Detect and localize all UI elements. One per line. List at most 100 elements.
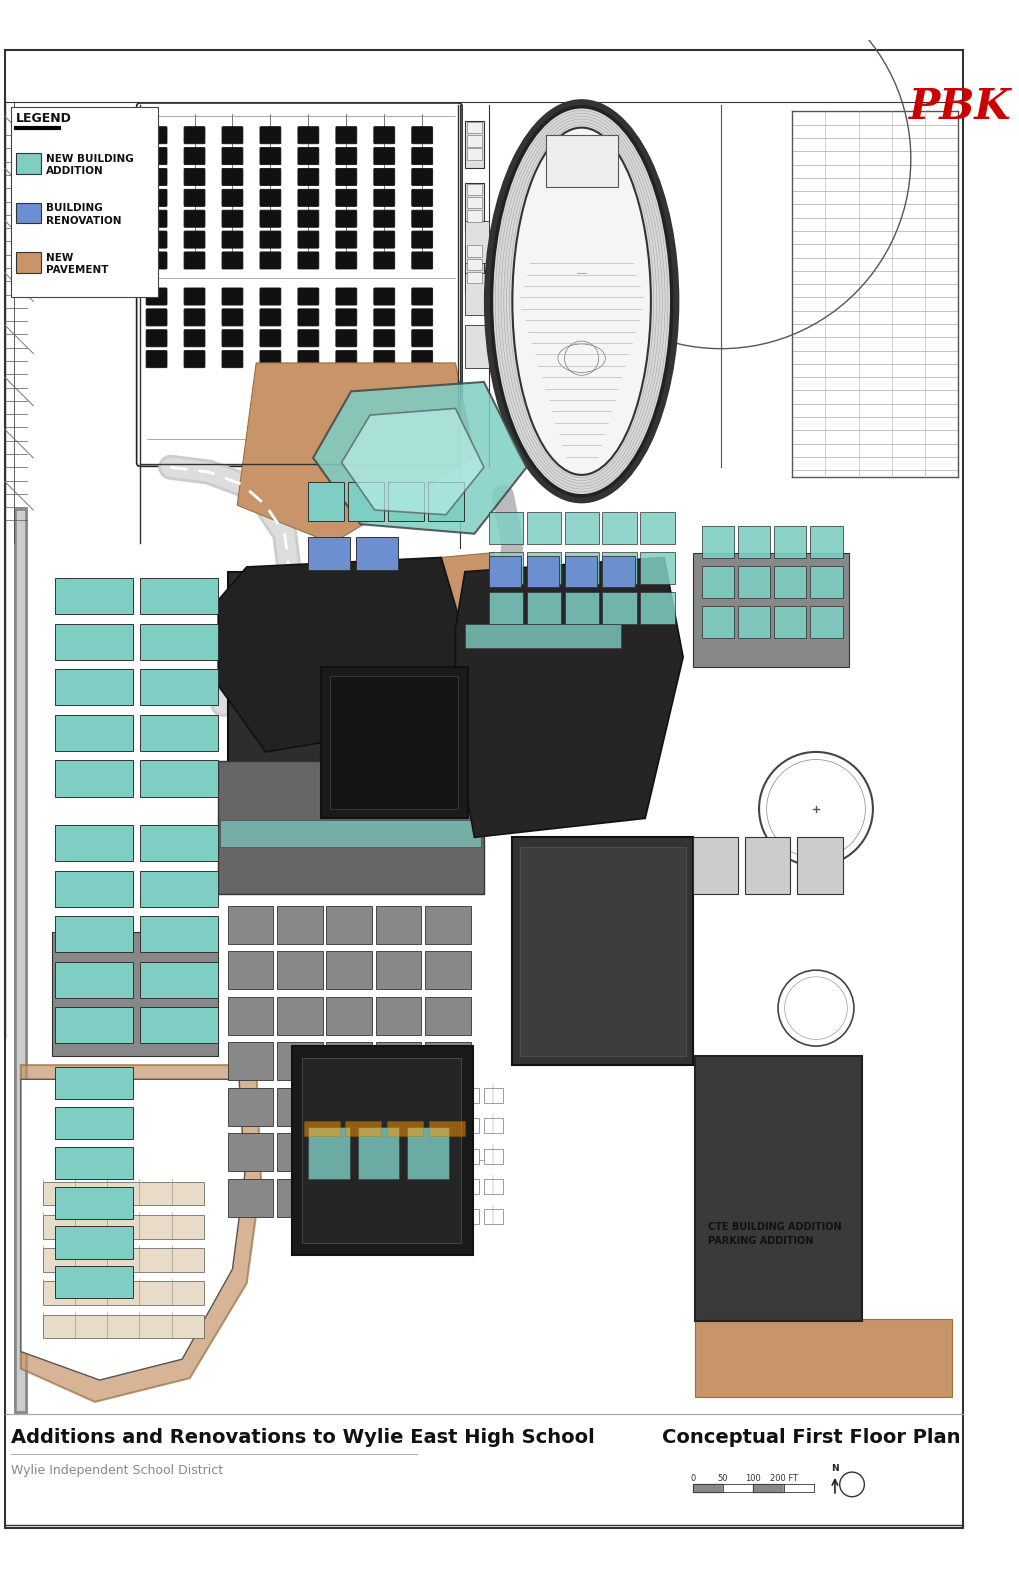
Bar [326, 906, 372, 944]
Bar [341, 1119, 360, 1133]
Bar [738, 526, 769, 558]
FancyBboxPatch shape [222, 309, 243, 326]
Bar [436, 1149, 455, 1163]
Text: PBK: PBK [908, 85, 1011, 128]
Bar [341, 1087, 360, 1103]
Ellipse shape [491, 107, 672, 496]
Bar [308, 482, 344, 522]
Bar [308, 536, 350, 571]
Text: ADDITION: ADDITION [46, 167, 103, 177]
FancyBboxPatch shape [146, 126, 167, 143]
Bar [227, 996, 273, 1035]
Bar [345, 1121, 381, 1136]
Text: NEW: NEW [46, 252, 72, 263]
Bar [413, 1179, 431, 1195]
Bar [809, 526, 842, 558]
FancyBboxPatch shape [298, 189, 319, 206]
Bar [465, 183, 483, 230]
Bar [388, 1087, 408, 1103]
Bar [701, 566, 734, 599]
Bar [465, 244, 483, 292]
Bar [526, 512, 560, 544]
Text: RENOVATION: RENOVATION [46, 216, 121, 225]
FancyBboxPatch shape [260, 232, 280, 247]
FancyBboxPatch shape [335, 189, 357, 206]
FancyBboxPatch shape [298, 329, 319, 347]
FancyBboxPatch shape [298, 350, 319, 367]
Bar [55, 824, 132, 860]
Bar [141, 1007, 218, 1043]
Bar [545, 136, 618, 188]
Bar [640, 552, 674, 585]
FancyBboxPatch shape [374, 350, 394, 367]
Polygon shape [313, 381, 526, 534]
FancyBboxPatch shape [374, 210, 394, 227]
Bar [809, 605, 842, 638]
Polygon shape [341, 408, 483, 515]
FancyBboxPatch shape [146, 189, 167, 206]
Text: 50: 50 [717, 1474, 728, 1483]
Bar [773, 526, 806, 558]
Bar [467, 121, 482, 134]
Bar [55, 578, 132, 615]
Bar [52, 933, 218, 1056]
Bar [738, 566, 769, 599]
FancyBboxPatch shape [298, 309, 319, 326]
Bar [436, 1179, 455, 1195]
FancyBboxPatch shape [335, 148, 357, 164]
FancyBboxPatch shape [222, 288, 243, 306]
Bar [465, 273, 488, 315]
FancyBboxPatch shape [260, 309, 280, 326]
Bar [318, 1087, 336, 1103]
Bar [602, 556, 634, 586]
Bar [141, 716, 218, 752]
Bar [358, 1127, 399, 1179]
Bar [738, 605, 769, 638]
Bar [318, 1209, 336, 1225]
FancyBboxPatch shape [298, 210, 319, 227]
Bar [564, 552, 598, 585]
Bar [55, 1106, 132, 1139]
Bar [428, 482, 464, 522]
Bar [526, 556, 558, 586]
FancyBboxPatch shape [335, 288, 357, 306]
Bar [330, 676, 458, 808]
Bar [326, 1179, 372, 1217]
Bar [341, 1149, 360, 1163]
Bar [227, 1133, 273, 1171]
Bar [277, 1087, 322, 1125]
FancyBboxPatch shape [183, 288, 205, 306]
FancyBboxPatch shape [260, 288, 280, 306]
Bar [413, 1087, 431, 1103]
Bar [564, 556, 596, 586]
FancyBboxPatch shape [260, 126, 280, 143]
Bar [141, 916, 218, 952]
Bar [55, 1187, 132, 1218]
Bar [16, 203, 41, 224]
Bar [701, 605, 734, 638]
FancyBboxPatch shape [335, 169, 357, 186]
FancyBboxPatch shape [412, 350, 432, 367]
Bar [227, 952, 273, 990]
FancyBboxPatch shape [260, 169, 280, 186]
Bar [425, 906, 470, 944]
FancyBboxPatch shape [222, 350, 243, 367]
Bar [460, 1149, 479, 1163]
Bar [141, 578, 218, 615]
Text: LEGEND: LEGEND [16, 112, 72, 126]
FancyBboxPatch shape [412, 210, 432, 227]
Bar [227, 572, 436, 799]
FancyBboxPatch shape [412, 232, 432, 247]
Bar [467, 197, 482, 208]
Text: N: N [830, 1464, 838, 1474]
Bar [55, 1007, 132, 1043]
Bar [388, 1119, 408, 1133]
FancyBboxPatch shape [146, 288, 167, 306]
Bar [701, 526, 734, 558]
Bar [467, 148, 482, 159]
Bar [375, 1042, 421, 1080]
Text: 100: 100 [745, 1474, 760, 1483]
FancyBboxPatch shape [222, 148, 243, 164]
FancyBboxPatch shape [146, 309, 167, 326]
Text: Additions and Renovations to Wylie East High School: Additions and Renovations to Wylie East … [11, 1428, 594, 1447]
